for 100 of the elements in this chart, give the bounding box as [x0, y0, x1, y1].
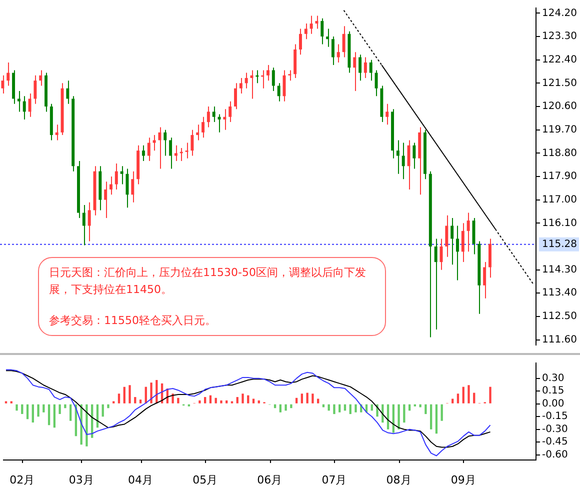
bar	[333, 404, 336, 414]
candlestick	[28, 93, 32, 118]
bar	[58, 404, 61, 414]
candlestick	[434, 238, 438, 330]
candlestick	[218, 114, 221, 133]
y-tick-label: 111.60	[542, 334, 577, 346]
x-tick-label: 03月	[68, 473, 94, 486]
bar	[489, 386, 492, 404]
candlestick	[17, 90, 20, 112]
bar	[398, 404, 400, 430]
y-tick-label: 123.30	[542, 31, 577, 42]
candlestick	[152, 134, 156, 152]
candlestick	[104, 181, 108, 218]
bar	[349, 404, 352, 414]
bar	[338, 404, 341, 412]
bar	[424, 404, 427, 414]
bar	[419, 404, 422, 408]
bar	[69, 404, 72, 421]
candlestick	[402, 142, 405, 180]
candlestick	[358, 54, 362, 82]
candlestick	[304, 23, 308, 40]
bar	[242, 394, 244, 404]
candlestick	[82, 204, 86, 246]
y-tick-label: 121.50	[542, 78, 577, 89]
bar	[64, 404, 66, 408]
bar	[435, 404, 438, 434]
bar	[48, 404, 50, 426]
candlestick	[114, 163, 118, 190]
y-tick-label: 113.40	[542, 288, 577, 299]
candlestick	[369, 59, 372, 82]
candlestick	[202, 116, 205, 138]
bar	[403, 404, 406, 423]
candlestick	[272, 67, 275, 92]
bar	[473, 392, 476, 404]
candlestick	[412, 142, 416, 170]
y-tick-label: 112.50	[542, 311, 577, 322]
y-tick-label: -0.60	[542, 449, 568, 460]
bar	[440, 404, 443, 421]
y-tick-label: 120.60	[542, 101, 577, 112]
y-tick-label: 119.70	[542, 124, 577, 136]
candlestick	[320, 18, 324, 45]
bar	[290, 404, 292, 408]
bar	[279, 404, 282, 412]
candlestick	[472, 217, 476, 255]
candlestick	[353, 52, 356, 92]
candlestick	[190, 129, 194, 156]
y-tick-label: -0.15	[542, 411, 568, 422]
candlestick	[34, 74, 37, 104]
y-tick-label: -0.45	[542, 436, 568, 448]
bar	[306, 392, 308, 404]
candlestick	[488, 238, 492, 278]
candlestick	[396, 140, 400, 174]
bar	[312, 394, 314, 404]
bar	[134, 397, 136, 404]
bar	[86, 404, 88, 446]
candlestick	[407, 140, 410, 190]
x-tick-label: 06月	[257, 473, 282, 486]
candlestick	[223, 108, 226, 130]
bar	[204, 397, 206, 404]
candlestick	[147, 137, 150, 162]
x-tick-label: 02月	[10, 473, 35, 486]
y-tick-label: 122.40	[542, 54, 577, 66]
y-tick-label: 117.90	[542, 171, 577, 182]
ref-line-label: 115.28	[542, 239, 577, 250]
candlestick	[450, 217, 454, 266]
bar	[209, 395, 212, 404]
bar	[295, 398, 298, 404]
annotation: 日元天图：汇价向上，压力位在11530-50区间，调整以后向下发展，下支持位在11450。	[49, 265, 367, 298]
candlestick	[88, 202, 91, 242]
bar	[452, 398, 454, 404]
bar	[16, 404, 18, 411]
candlestick	[169, 137, 172, 170]
y-tick-label: 117.00	[542, 194, 577, 206]
candlestick	[386, 103, 389, 126]
bar	[354, 404, 357, 412]
candlestick	[461, 222, 464, 263]
candlestick	[310, 15, 313, 34]
candlestick	[277, 82, 280, 102]
candlestick	[6, 62, 10, 86]
bar	[220, 400, 222, 404]
y-tick-label: 124.20	[542, 8, 577, 19]
bar	[42, 404, 45, 412]
bar	[32, 404, 34, 423]
bar	[462, 386, 464, 404]
candlestick	[266, 64, 270, 82]
candlestick	[196, 124, 200, 141]
candlestick	[364, 56, 367, 78]
candlestick	[331, 36, 334, 66]
candlestick	[66, 80, 70, 104]
bar	[258, 400, 260, 404]
bar	[172, 394, 174, 404]
y-tick-label: 116.10	[542, 218, 577, 229]
candlestick	[234, 82, 238, 110]
candlestick	[239, 77, 242, 94]
bar	[214, 398, 217, 404]
candlestick	[466, 212, 470, 252]
bar	[226, 400, 228, 404]
candlestick	[483, 262, 486, 299]
candlestick	[228, 100, 232, 123]
y-tick-label: 118.80	[542, 148, 577, 159]
